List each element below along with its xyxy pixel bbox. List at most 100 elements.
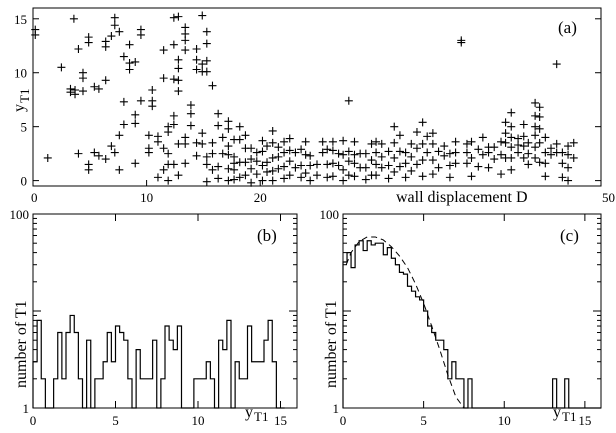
panel-a-xtick-label: 20 — [254, 190, 267, 205]
panel-a-point — [507, 122, 516, 131]
panel-a-point — [412, 144, 421, 153]
panel-a-point — [434, 163, 443, 172]
x-tick-label: 5 — [112, 413, 119, 428]
panel-b-yticks: 1 100 — [10, 207, 297, 416]
panel-a-point — [428, 139, 437, 148]
panel-a-point — [306, 161, 315, 170]
panel-a-point — [395, 131, 404, 140]
panel-a-point — [84, 160, 93, 169]
x-tick-label: 0 — [340, 413, 347, 428]
panel-a-point — [339, 136, 348, 145]
panel-a-point — [169, 40, 178, 49]
panel-a-point — [390, 153, 399, 162]
panel-a-point — [395, 147, 404, 156]
x-tick-label: 10 — [498, 413, 511, 428]
x-tick-label: 5 — [420, 413, 427, 428]
panel-a-point — [274, 164, 283, 173]
panel-a-point — [115, 27, 124, 36]
x-tick-label: 0 — [30, 413, 37, 428]
panel-a-point — [78, 87, 87, 96]
panel-a-xtick-label: 10 — [140, 190, 153, 205]
panel-a-point — [291, 163, 300, 172]
panel-a-point — [478, 150, 487, 159]
panel-a-point — [66, 84, 75, 93]
panel-a-point — [428, 170, 437, 179]
panel-a-point — [43, 153, 52, 162]
panel-c-histogram: 1 100 0 5 10 15 (c) number of T1 y T1 — [320, 207, 602, 428]
panel-a-point — [285, 146, 294, 155]
panel-a-point — [235, 135, 244, 144]
panel-a-point — [361, 149, 370, 158]
panel-a-point — [524, 138, 533, 147]
panel-a-ylabel-sub: T1 — [17, 89, 32, 103]
panel-a-point — [268, 176, 277, 185]
panel-a-point — [445, 161, 454, 170]
panel-a-point — [268, 166, 277, 175]
panel-a-point — [507, 153, 516, 162]
panel-a-point — [328, 137, 337, 146]
panel-a-point — [361, 175, 370, 184]
panel-a-point — [306, 151, 315, 160]
panel-a-point — [361, 163, 370, 172]
panel-a-point — [258, 176, 267, 185]
x-tick-label: 10 — [192, 413, 205, 428]
panel-a-point — [384, 147, 393, 156]
y-tick-label: 100 — [320, 207, 340, 222]
panel-a-tag: (a) — [558, 18, 577, 37]
panel-b-histogram-steps — [32, 314, 285, 409]
panel-a-point — [131, 57, 140, 66]
panel-a-point — [274, 152, 283, 161]
panel-c-yticks: 1 100 — [320, 207, 601, 416]
panel-a-point — [390, 167, 399, 176]
panel-a-point — [224, 164, 233, 173]
panel-a-point — [285, 134, 294, 143]
panel-a-point — [301, 137, 310, 146]
panel-a-point — [301, 169, 310, 178]
panel-a-point — [519, 120, 528, 129]
panel-a-point — [159, 74, 168, 83]
panel-a-point — [564, 163, 573, 172]
panel-a-point — [558, 173, 567, 182]
panel-a-point — [247, 178, 256, 187]
panel-a-point — [423, 148, 432, 157]
panel-c-tag: (c) — [560, 226, 579, 245]
panel-a-point — [247, 164, 256, 173]
panel-a-point — [115, 165, 124, 174]
panel-a-point — [467, 137, 476, 146]
panel-a-point — [57, 63, 66, 72]
panel-a-point — [159, 46, 168, 55]
panel-a-point — [285, 157, 294, 166]
panel-c-histogram-steps — [342, 240, 601, 409]
panel-a-point — [263, 158, 272, 167]
panel-a-point — [328, 146, 337, 155]
panel-a-point — [323, 173, 332, 182]
panel-a-point — [252, 157, 261, 166]
panel-a-point — [462, 159, 471, 168]
panel-a-point — [377, 152, 386, 161]
panel-b-xlabel: y — [245, 404, 253, 421]
panel-a-point — [507, 108, 516, 117]
panel-a-point — [384, 161, 393, 170]
panel-a-point — [169, 75, 178, 84]
panel-a-point — [208, 149, 217, 158]
panel-a-point — [202, 152, 211, 161]
panel-a-ylabel-group: y T1 — [11, 89, 32, 112]
panel-a-point — [159, 144, 168, 153]
panel-a-point — [531, 153, 540, 162]
panel-a-point — [119, 120, 128, 129]
panel-a-point — [247, 155, 256, 164]
panel-a-point — [535, 124, 544, 133]
panel-a-point — [268, 126, 277, 135]
panel-a-point — [535, 103, 544, 112]
panel-a-point — [174, 171, 183, 180]
panel-a-point — [541, 159, 550, 168]
panel-a-point — [412, 160, 421, 169]
panel-a-point — [169, 13, 178, 22]
panel-a-yticks: 0 5 10 15 — [14, 12, 601, 189]
panel-a-point — [372, 160, 381, 169]
panel-a-point — [74, 44, 83, 53]
panel-a-point — [202, 27, 211, 36]
panel-a-point — [119, 52, 128, 61]
panel-a-point — [372, 171, 381, 180]
panel-a-point — [198, 129, 207, 138]
